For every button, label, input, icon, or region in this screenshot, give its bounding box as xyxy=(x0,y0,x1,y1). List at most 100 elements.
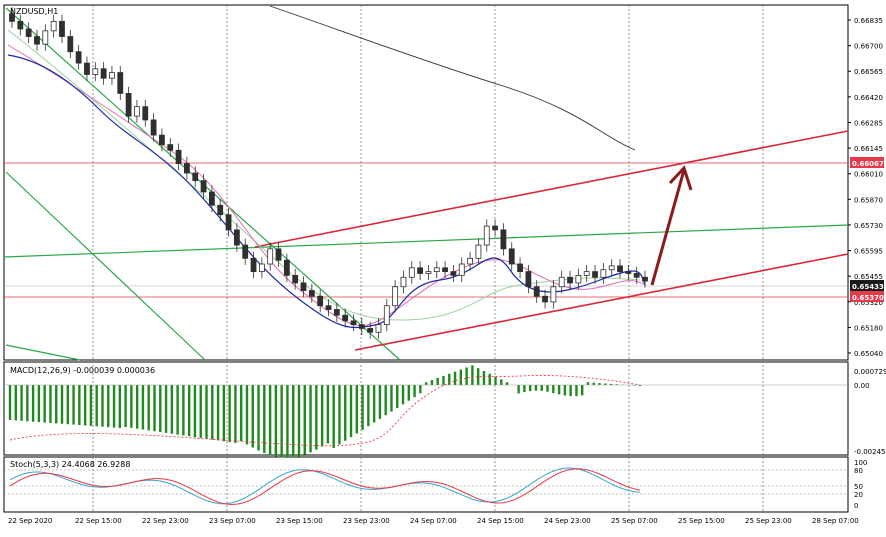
macd-bar xyxy=(234,385,236,443)
macd-bar xyxy=(408,385,410,401)
stoch-tick-label: 50 xyxy=(854,483,863,491)
macd-bar xyxy=(269,385,271,455)
macd-bar xyxy=(384,385,386,415)
candle-down xyxy=(368,328,373,332)
macd-bar xyxy=(523,385,525,392)
macd-bar xyxy=(95,385,97,426)
macd-bar xyxy=(55,385,57,423)
macd-bar xyxy=(124,385,126,427)
candle-down xyxy=(284,260,289,275)
candle-down xyxy=(359,325,364,329)
macd-bar xyxy=(304,385,306,455)
macd-bar xyxy=(350,385,352,437)
candle-down xyxy=(334,310,339,316)
candle-down xyxy=(326,306,331,310)
macd-bar xyxy=(223,385,225,441)
macd-tick-label: 0.000729 xyxy=(854,368,886,376)
candle-down xyxy=(568,277,573,283)
macd-bar xyxy=(101,385,103,427)
macd-bar xyxy=(581,385,583,395)
macd-bar xyxy=(107,385,109,427)
y-tick-label: 0.66420 xyxy=(854,94,883,102)
candle-down xyxy=(593,272,598,278)
candle-down xyxy=(218,205,223,214)
candle-up xyxy=(468,258,473,264)
candle-up xyxy=(409,268,414,277)
macd-bar xyxy=(49,385,51,423)
macd-bar xyxy=(552,385,554,393)
macd-bar xyxy=(275,385,277,457)
macd-bar xyxy=(442,376,444,385)
candle-up xyxy=(109,73,114,79)
x-tick-label: 28 Sep 07:00 xyxy=(812,517,859,525)
candle-down xyxy=(526,272,531,287)
candle-down xyxy=(318,296,323,305)
macd-bar xyxy=(78,385,80,425)
candle-up xyxy=(51,21,56,30)
candle-up xyxy=(384,306,389,325)
macd-bar xyxy=(315,385,317,450)
macd-bar xyxy=(535,385,537,391)
macd-bar xyxy=(356,385,358,433)
candle-down xyxy=(626,272,631,274)
stoch-tick-label: 80 xyxy=(854,467,863,475)
macd-bar xyxy=(280,385,282,458)
macd-bar xyxy=(361,385,363,430)
macd-bar xyxy=(419,385,421,393)
macd-bar xyxy=(402,385,404,404)
candle-up xyxy=(459,264,464,275)
macd-bar xyxy=(159,385,161,432)
candle-up xyxy=(584,272,589,276)
y-tick-label: 0.65180 xyxy=(854,324,883,332)
y-tick-label: 0.66010 xyxy=(854,171,883,179)
candle-up xyxy=(434,268,439,272)
candle-up xyxy=(576,275,581,283)
candle-down xyxy=(493,226,498,230)
x-tick-label: 23 Sep 07:00 xyxy=(209,517,256,525)
macd-bar xyxy=(379,385,381,419)
x-tick-label: 22 Sep 23:00 xyxy=(142,517,189,525)
candle-up xyxy=(376,325,381,333)
x-tick-label: 23 Sep 23:00 xyxy=(343,517,390,525)
macd-bar xyxy=(194,385,196,437)
candle-up xyxy=(43,31,48,44)
candle-down xyxy=(451,272,456,276)
macd-bar xyxy=(338,385,340,444)
candle-down xyxy=(443,268,448,272)
macd-bar xyxy=(90,385,92,426)
candle-down xyxy=(118,73,123,94)
candle-down xyxy=(309,291,314,297)
y-tick-label: 0.66145 xyxy=(854,145,883,153)
candle-down xyxy=(251,258,256,271)
candle-down xyxy=(293,275,298,283)
candle-down xyxy=(26,29,31,37)
candle-down xyxy=(301,283,306,291)
macd-bar xyxy=(483,371,485,385)
macd-bar xyxy=(517,385,519,393)
candle-down xyxy=(343,315,348,321)
x-tick-label: 24 Sep 15:00 xyxy=(477,517,524,525)
macd-bar xyxy=(252,385,254,448)
macd-bar xyxy=(67,385,69,424)
candle-up xyxy=(268,249,273,264)
candle-down xyxy=(534,287,539,296)
macd-bar xyxy=(20,385,22,421)
y-tick-label: 0.65455 xyxy=(854,273,883,281)
macd-bar xyxy=(569,385,571,396)
candle-down xyxy=(176,150,181,163)
x-tick-label: 22 Sep 15:00 xyxy=(75,517,122,525)
macd-bar xyxy=(541,385,543,391)
candle-down xyxy=(418,268,423,274)
candle-down xyxy=(543,296,548,302)
stoch-tick-label: 0 xyxy=(854,502,858,510)
stoch-tick-label: 100 xyxy=(854,459,867,467)
macd-bar xyxy=(396,385,398,408)
x-tick-label: 25 Sep 15:00 xyxy=(678,517,725,525)
macd-bar xyxy=(165,385,167,433)
candle-down xyxy=(18,21,23,29)
macd-bar xyxy=(136,385,138,429)
macd-bar xyxy=(153,385,155,431)
macd-tick-label: -0.002458 xyxy=(854,448,886,456)
